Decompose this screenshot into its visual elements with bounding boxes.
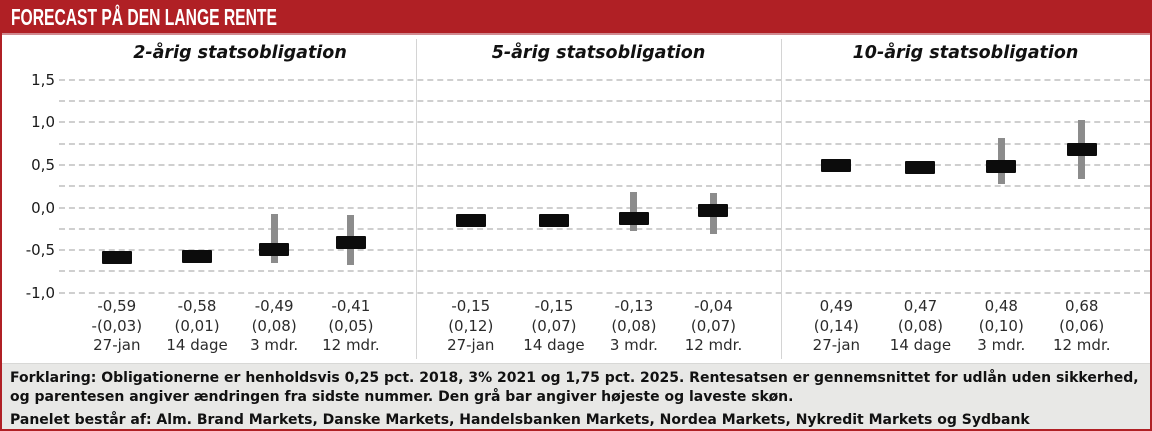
forecast-bar	[821, 159, 852, 173]
range-whisker	[270, 214, 278, 263]
point-labels: -0,58 (0,01) 14 dage	[149, 297, 245, 356]
point-change-label: (0,14)	[813, 316, 859, 335]
forecast-bar	[335, 235, 366, 249]
forecast-bar	[538, 213, 569, 227]
point-period-label: 14 dage	[889, 336, 952, 354]
point-period-label: 27-jan	[93, 336, 141, 354]
point-value-label: 0,49	[819, 297, 854, 315]
point-period-label: 12 mdr.	[684, 336, 743, 354]
point-period-label: 12 mdr.	[322, 336, 380, 354]
point-period-label: 12 mdr.	[1052, 336, 1111, 354]
y-axis-tick: 0,5	[31, 155, 55, 174]
y-axis-tick: -1,0	[25, 283, 55, 302]
point-labels: -0,41 (0,05) 12 mdr.	[303, 297, 399, 356]
range-whisker	[630, 192, 638, 232]
point-labels: -0,15 (0,07) 14 dage	[506, 297, 602, 356]
point-labels: -0,49 (0,08) 3 mdr.	[226, 297, 322, 356]
forecast-bar	[618, 212, 649, 226]
point-labels: -0,59 -(0,03) 27-jan	[69, 297, 165, 356]
point-period-label: 3 mdr.	[250, 336, 299, 354]
point-change-label: (0,08)	[897, 316, 944, 335]
forecast-chart: 1,5 1,0 0,5 0,0 -0,5 -1,0 2-årig statsobligati…	[2, 35, 1150, 363]
point-change-label: (0,10)	[978, 316, 1024, 335]
gridline	[59, 78, 1150, 81]
point-change-label: (0,12)	[448, 316, 494, 335]
point-period-label: 3 mdr.	[977, 336, 1026, 354]
point-value-label: 0,47	[903, 297, 938, 315]
widget-header: FORECAST PÅ DEN LANGE RENTE	[2, 2, 1150, 35]
forecast-bar	[101, 251, 132, 265]
point-change-label: (0,07)	[531, 316, 577, 335]
point-value-label: -0,13	[614, 297, 654, 315]
gridline	[59, 206, 1150, 209]
point-period-label: 3 mdr.	[609, 336, 658, 354]
forecast-bar	[905, 160, 936, 174]
panel-title: 5-årig statsobligation	[491, 43, 706, 63]
point-change-label: -(0,03)	[91, 316, 143, 335]
gridline	[59, 227, 1150, 230]
y-axis-tick: 1,5	[31, 70, 55, 89]
point-value-label: -0,58	[177, 297, 217, 315]
point-labels: -0,04 (0,07) 12 mdr.	[665, 297, 761, 356]
gridline	[59, 163, 1150, 166]
point-change-label: (0,08)	[611, 316, 657, 335]
forecast-bar	[986, 160, 1017, 174]
point-change-label: (0,05)	[328, 316, 374, 335]
gridline	[59, 121, 1150, 124]
point-value-label: 0,48	[984, 297, 1018, 315]
point-period-label: 27-jan	[447, 336, 495, 354]
point-value-label: -0,04	[694, 297, 733, 315]
point-change-label: (0,06)	[1059, 316, 1105, 335]
point-period-label: 27-jan	[812, 336, 861, 354]
point-period-label: 14 dage	[523, 336, 585, 354]
point-labels: 0,47 (0,08) 14 dage	[872, 297, 968, 356]
gridline	[59, 100, 1150, 102]
point-value-label: -0,15	[534, 297, 574, 315]
y-axis-tick: 0,0	[31, 198, 55, 217]
page-title: FORECAST PÅ DEN LANGE RENTE	[11, 4, 277, 30]
footnote-explanation: Forklaring: Obligationerne er henholdsvi…	[10, 370, 1139, 405]
gridline	[59, 185, 1150, 188]
gridline	[59, 142, 1150, 145]
footnote-panel-note: Panelet består af: Alm. Brand Markets, D…	[10, 412, 1030, 428]
point-labels: 0,49 (0,14) 27-jan	[788, 297, 884, 356]
gridline	[59, 291, 1150, 294]
point-labels: 0,68 (0,06) 12 mdr.	[1034, 297, 1130, 356]
gridline	[59, 249, 1150, 252]
forecast-bar	[182, 250, 213, 264]
point-value-label: -0,49	[254, 297, 294, 315]
point-period-label: 14 dage	[166, 336, 228, 354]
point-value-label: -0,15	[451, 297, 491, 315]
point-labels: -0,15 (0,12) 27-jan	[423, 297, 519, 356]
forecast-bar	[1066, 143, 1097, 157]
footnote: Forklaring: Obligationerne er henholdsvi…	[2, 363, 1150, 429]
forecast-bar	[698, 204, 729, 218]
point-change-label: (0,01)	[174, 316, 220, 335]
panel-title: 10-årig statsobligation	[852, 43, 1079, 63]
panel-divider	[416, 39, 417, 359]
point-labels: 0,48 (0,10) 3 mdr.	[953, 297, 1049, 356]
forecast-bar	[259, 242, 290, 256]
y-axis-tick: 1,0	[31, 113, 55, 132]
point-value-label: -0,41	[331, 297, 371, 315]
point-value-label: 0,68	[1065, 297, 1099, 315]
forecast-bar	[455, 213, 486, 227]
panel-title: 2-årig statsobligation	[133, 43, 347, 63]
gridline	[59, 270, 1150, 273]
point-labels: -0,13 (0,08) 3 mdr.	[586, 297, 682, 356]
y-axis-tick: -0,5	[25, 241, 55, 260]
point-change-label: (0,07)	[690, 316, 737, 335]
point-value-label: -0,59	[97, 297, 137, 315]
panel-divider	[781, 39, 782, 359]
point-change-label: (0,08)	[251, 316, 297, 335]
